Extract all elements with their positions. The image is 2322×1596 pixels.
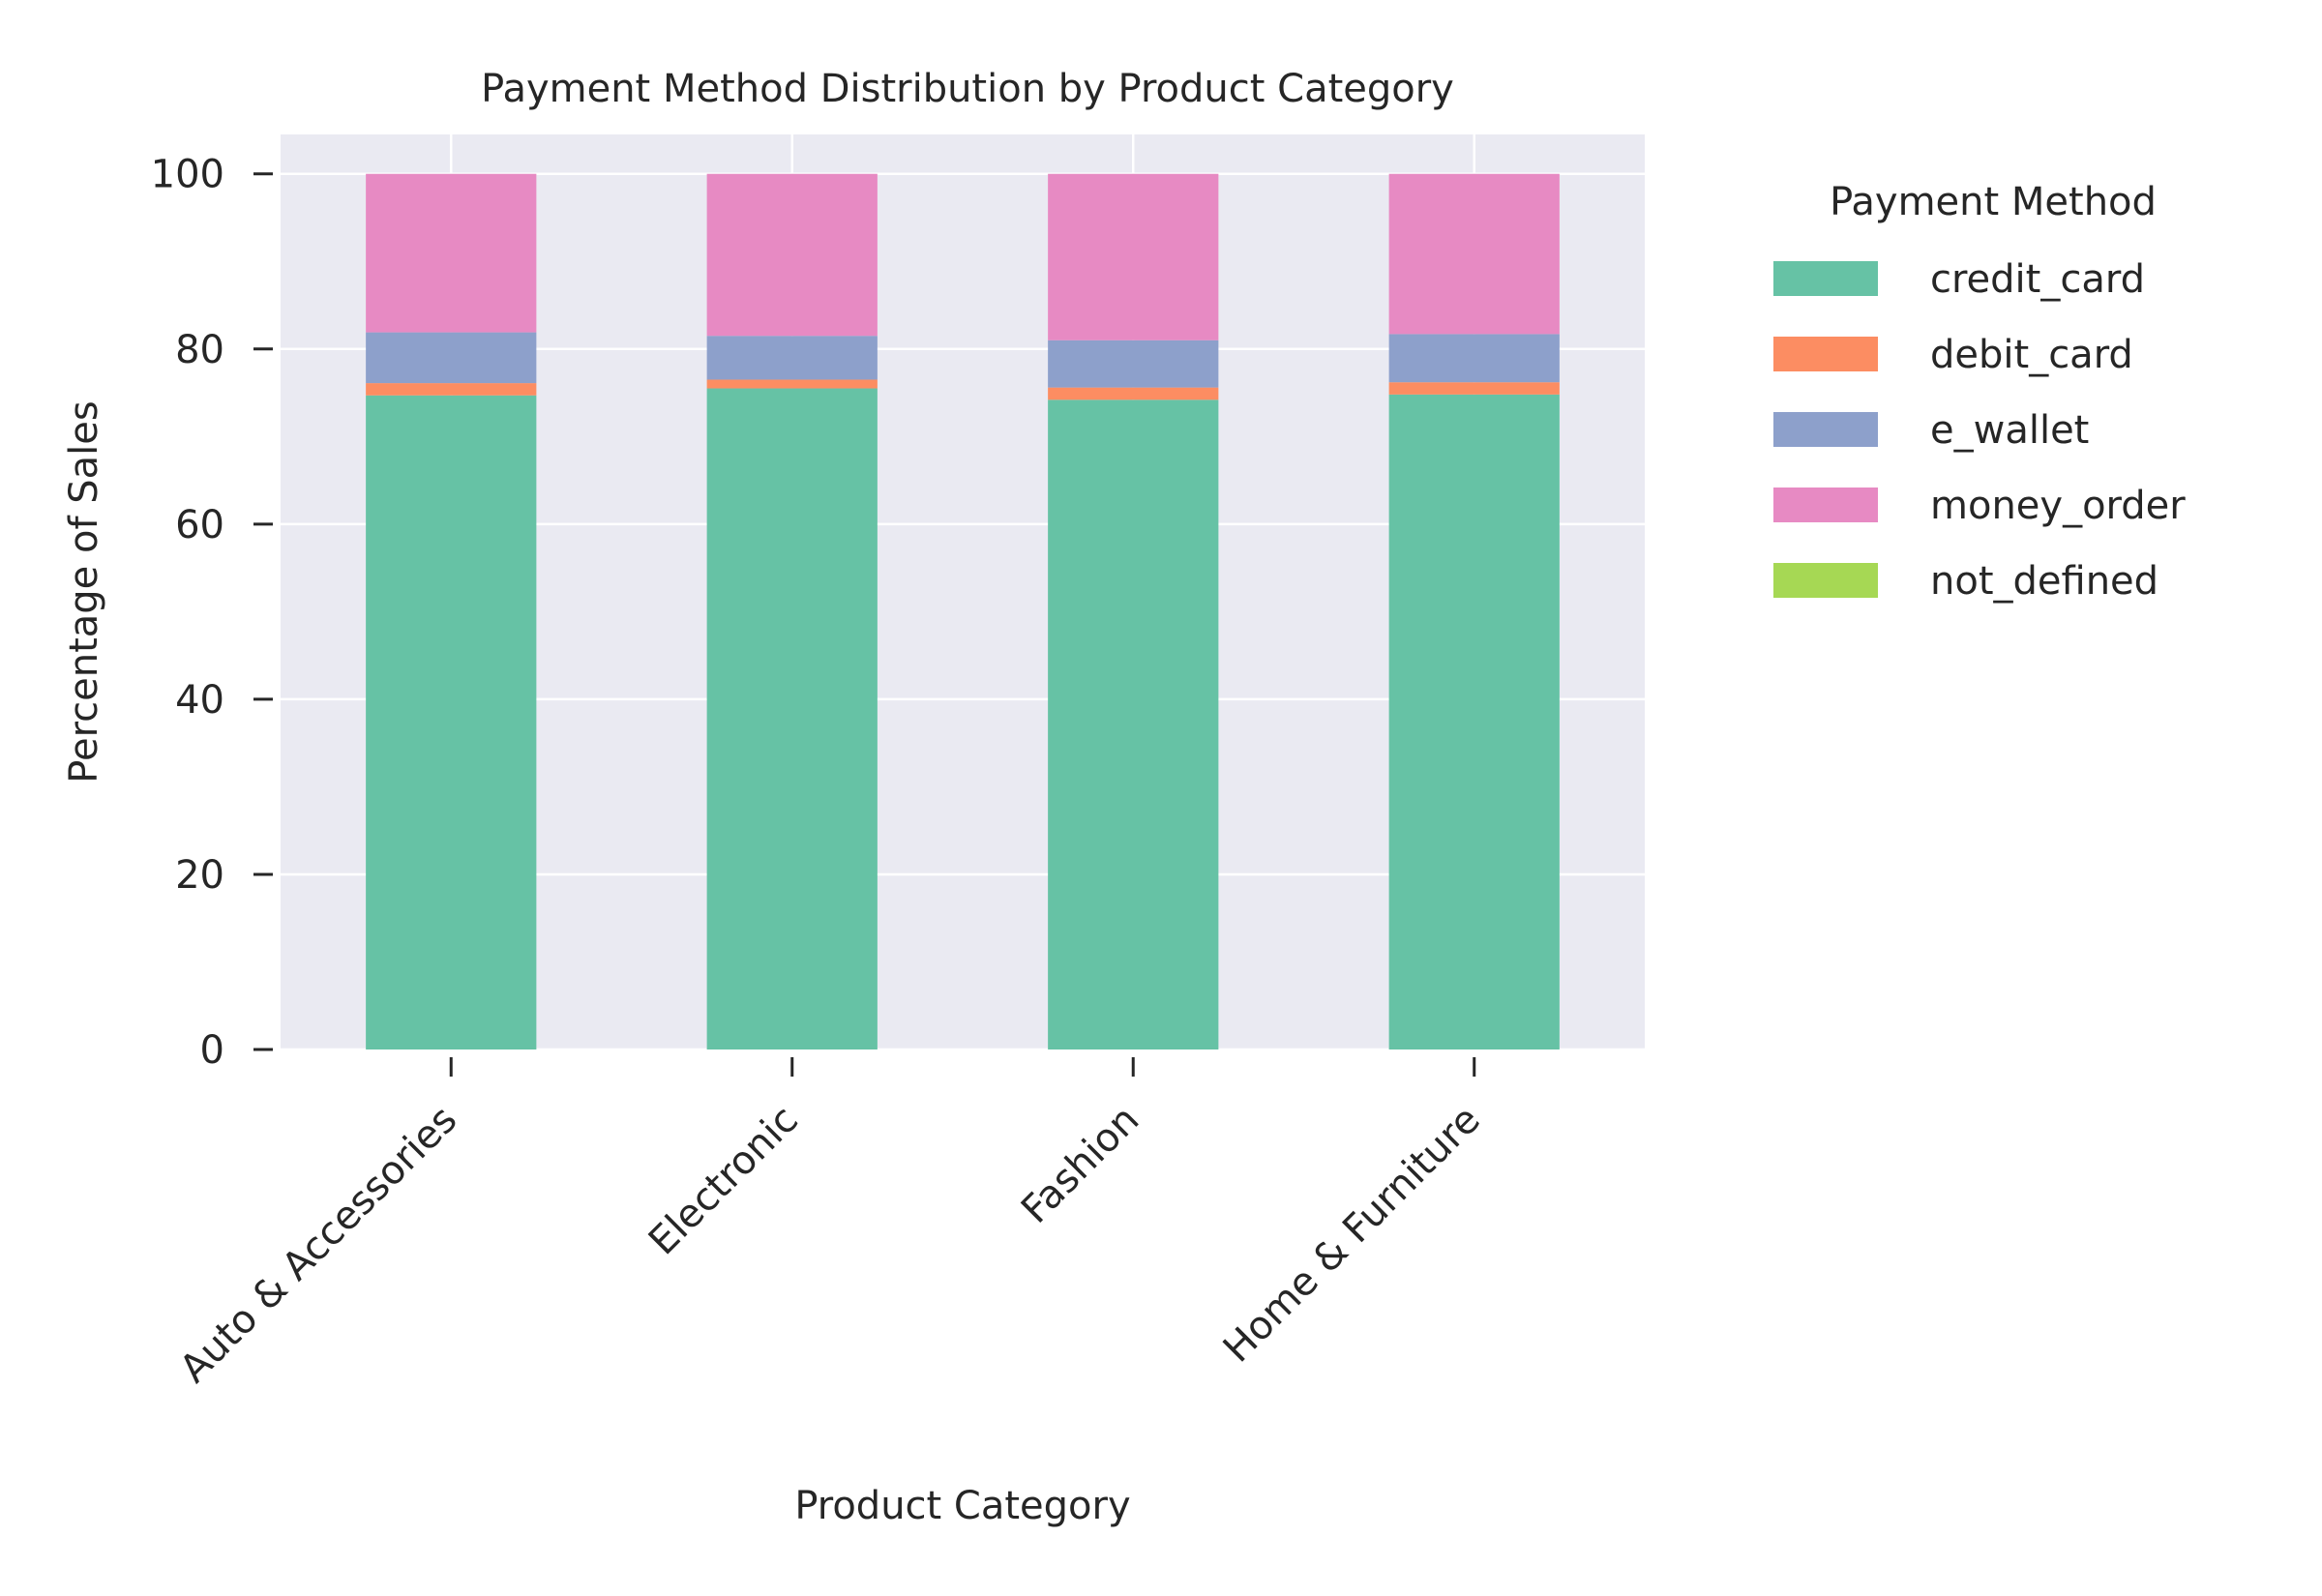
- legend-items: credit_card debit_card e_wallet money_order…: [1773, 257, 2186, 604]
- legend-swatch: [1773, 412, 1878, 447]
- bar-segment: [1388, 394, 1560, 1049]
- bar-segment: [706, 173, 878, 337]
- y-axis: 0 20 40 60 80 100: [151, 153, 273, 1073]
- x-axis: Auto & Accessories Electronic Fashion Home …: [171, 1057, 1489, 1392]
- bar-segment: [366, 383, 537, 396]
- legend-label: credit_card: [1930, 257, 2145, 302]
- legend-label: money_order: [1930, 484, 2186, 528]
- bar-segment: [1048, 340, 1219, 388]
- bar-segment: [1388, 382, 1560, 395]
- legend-title: Payment Method: [1830, 180, 2157, 224]
- bar-segment: [706, 379, 878, 389]
- bar-segment: [1388, 334, 1560, 383]
- y-tick-label: 80: [175, 328, 224, 372]
- legend: Payment Method credit_card debit_card e_wa…: [1773, 180, 2186, 604]
- legend-swatch: [1773, 563, 1878, 598]
- legend-swatch: [1773, 261, 1878, 296]
- bar-segment: [366, 173, 537, 333]
- bars: [366, 173, 1560, 1049]
- x-tick-label: Electronic: [640, 1098, 807, 1264]
- x-tick-label: Home & Furniture: [1215, 1098, 1489, 1372]
- y-tick-label: 100: [151, 153, 224, 197]
- bar-segment: [706, 388, 878, 1049]
- bar-segment: [1048, 399, 1219, 1049]
- y-tick-label: 0: [200, 1028, 224, 1073]
- legend-label: not_defined: [1930, 559, 2158, 604]
- chart-title: Payment Method Distribution by Product C…: [481, 67, 1454, 111]
- bar-segment: [1048, 387, 1219, 400]
- legend-label: debit_card: [1930, 333, 2133, 377]
- legend-swatch: [1773, 337, 1878, 371]
- y-tick-label: 20: [175, 853, 224, 898]
- bar-segment: [1048, 173, 1219, 340]
- bar-segment: [366, 395, 537, 1049]
- x-axis-label: Product Category: [794, 1484, 1130, 1528]
- legend-swatch: [1773, 488, 1878, 522]
- bar-segment: [366, 332, 537, 384]
- y-tick-label: 40: [175, 678, 224, 723]
- x-tick-label: Fashion: [1013, 1098, 1147, 1232]
- legend-label: e_wallet: [1930, 408, 2089, 453]
- y-tick-label: 60: [175, 503, 224, 547]
- y-axis-label: Percentage of Sales: [62, 400, 106, 783]
- bar-segment: [706, 336, 878, 380]
- bar-segment: [1388, 173, 1560, 335]
- x-tick-label: Auto & Accessories: [171, 1098, 465, 1392]
